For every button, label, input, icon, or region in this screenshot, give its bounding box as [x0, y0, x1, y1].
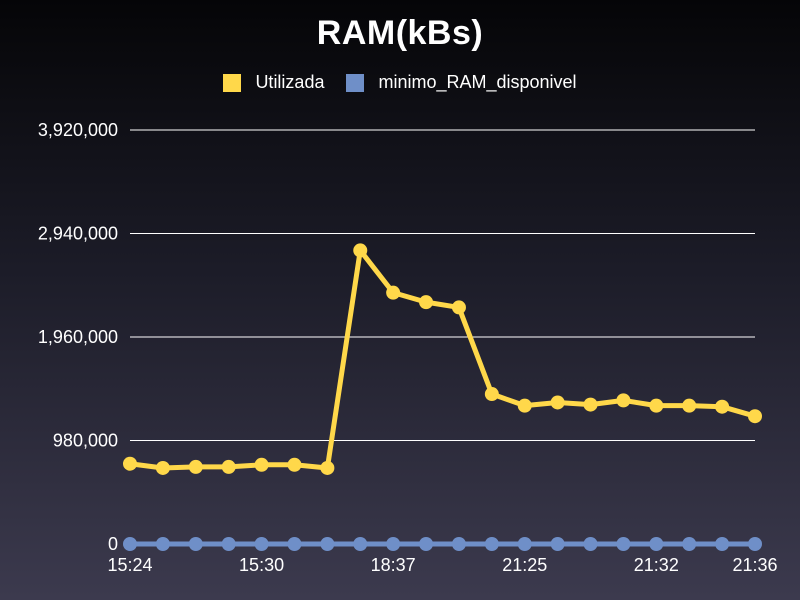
- data-point-minimo-ram: [517, 537, 532, 551]
- data-point-minimo-ram: [254, 537, 269, 551]
- data-point-utilizada: [353, 243, 368, 258]
- x-tick-label: 15:30: [239, 555, 284, 575]
- data-point-utilizada: [123, 456, 137, 471]
- x-tick-label: 21:25: [502, 555, 547, 575]
- x-tick-label: 21:32: [634, 555, 679, 575]
- data-point-minimo-ram: [748, 537, 762, 551]
- data-point-minimo-ram: [320, 537, 335, 551]
- data-point-utilizada: [386, 285, 401, 300]
- data-point-utilizada: [748, 409, 762, 424]
- data-point-utilizada: [484, 387, 499, 402]
- data-point-utilizada: [682, 398, 697, 413]
- data-point-utilizada: [188, 459, 203, 474]
- data-point-minimo-ram: [419, 537, 434, 551]
- data-point-minimo-ram: [353, 537, 368, 551]
- data-point-utilizada: [287, 457, 302, 472]
- data-point-utilizada: [254, 457, 269, 472]
- legend-label-minimo-ram: minimo_RAM_disponivel: [378, 72, 577, 92]
- y-tick-label: 1,960,000: [38, 327, 118, 347]
- data-point-minimo-ram: [550, 537, 565, 551]
- data-point-minimo-ram: [616, 537, 631, 551]
- legend-swatch-utilizada: [223, 73, 242, 92]
- y-tick-label: 980,000: [53, 431, 118, 451]
- y-tick-label: 3,920,000: [38, 120, 118, 140]
- data-point-minimo-ram: [123, 537, 137, 551]
- data-point-minimo-ram: [188, 537, 203, 551]
- x-tick-label: 21:36: [732, 555, 777, 575]
- data-point-minimo-ram: [451, 537, 466, 551]
- data-point-utilizada: [583, 397, 598, 412]
- data-point-minimo-ram: [386, 537, 401, 551]
- y-tick-label: 2,940,000: [38, 224, 118, 244]
- data-point-utilizada: [320, 460, 335, 475]
- x-tick-label: 15:24: [107, 555, 152, 575]
- data-point-utilizada: [550, 395, 565, 410]
- data-point-utilizada: [221, 459, 236, 474]
- data-point-minimo-ram: [287, 537, 302, 551]
- legend-item-minimo-ram[interactable]: minimo_RAM_disponivel: [346, 72, 577, 93]
- series-line-utilizada: [127, 247, 758, 471]
- data-point-minimo-ram: [221, 537, 236, 551]
- data-point-minimo-ram: [682, 537, 697, 551]
- data-point-utilizada: [649, 398, 664, 413]
- legend-swatch-minimo-ram: [346, 73, 365, 92]
- x-tick-label: 18:37: [371, 555, 416, 575]
- data-point-utilizada: [155, 460, 170, 475]
- chart-title: RAM(kBs): [316, 14, 484, 52]
- data-point-utilizada: [419, 295, 434, 310]
- data-point-minimo-ram: [715, 537, 730, 551]
- data-point-utilizada: [715, 399, 730, 414]
- y-tick-label: 0: [108, 534, 118, 554]
- data-point-minimo-ram: [484, 537, 499, 551]
- data-point-utilizada: [517, 398, 532, 413]
- data-point-minimo-ram: [155, 537, 170, 551]
- legend-item-utilizada[interactable]: Utilizada: [223, 72, 324, 93]
- legend-label-utilizada: Utilizada: [255, 72, 325, 92]
- data-point-minimo-ram: [583, 537, 598, 551]
- data-point-utilizada: [616, 393, 631, 408]
- legend: Utilizada minimo_RAM_disponivel: [0, 72, 800, 93]
- data-point-utilizada: [451, 300, 466, 315]
- data-point-minimo-ram: [649, 537, 664, 551]
